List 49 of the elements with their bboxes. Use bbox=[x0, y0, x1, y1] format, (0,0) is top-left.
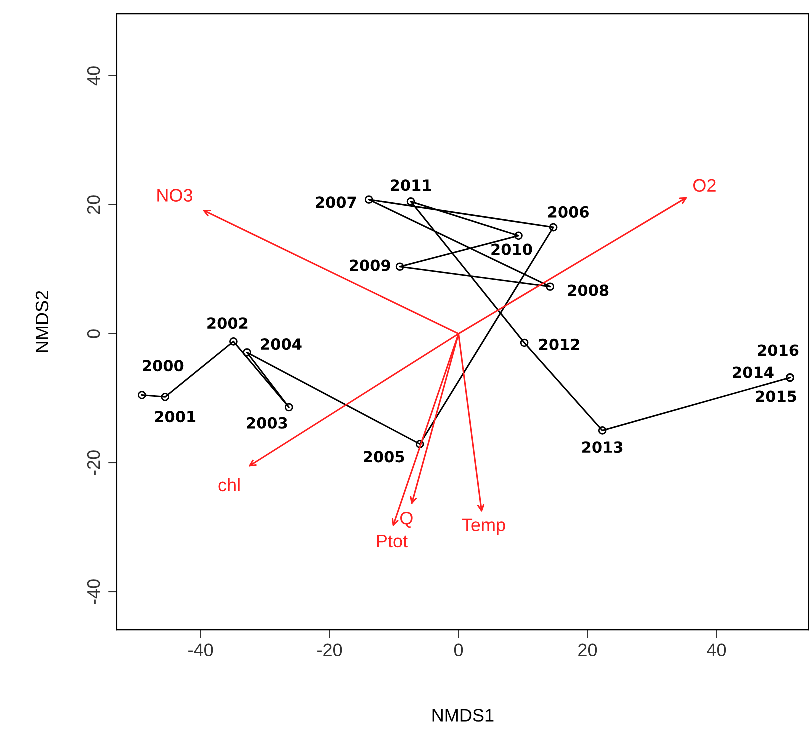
point bbox=[514, 232, 523, 240]
annotation: O2 bbox=[694, 179, 716, 192]
annotation: 2013 bbox=[582, 442, 623, 454]
x-tick-label: 0 bbox=[454, 644, 464, 656]
x-axis-title: NMDS1 bbox=[432, 709, 494, 722]
point bbox=[546, 282, 555, 292]
annotation: NO3 bbox=[158, 189, 193, 202]
annotation: 2015 bbox=[756, 390, 796, 402]
annotation: Q bbox=[400, 512, 413, 528]
point bbox=[416, 440, 424, 448]
point bbox=[138, 391, 146, 400]
x-tick-label: -20 bbox=[318, 644, 342, 656]
annotation: 2003 bbox=[247, 417, 288, 429]
annotation: 2010 bbox=[492, 244, 532, 256]
y-tick-label: 0 bbox=[87, 330, 100, 338]
annotation: 2016 bbox=[758, 344, 799, 356]
annotation: chl bbox=[218, 478, 240, 492]
point bbox=[520, 338, 529, 348]
annotation: 2002 bbox=[208, 318, 248, 330]
point bbox=[549, 223, 558, 232]
annotation: 2000 bbox=[143, 360, 184, 372]
point bbox=[396, 262, 404, 272]
y-axis-title: NMDS2 bbox=[36, 291, 49, 352]
annotation: 2008 bbox=[568, 284, 609, 296]
point bbox=[243, 348, 252, 357]
annotation: 2012 bbox=[539, 338, 580, 350]
point bbox=[230, 338, 238, 346]
annotation: 2005 bbox=[364, 451, 404, 463]
x-tick-label: 40 bbox=[707, 644, 726, 656]
annotation: 2011 bbox=[390, 180, 432, 192]
point bbox=[284, 403, 294, 412]
x-tick-label: 20 bbox=[578, 644, 598, 656]
point bbox=[598, 426, 607, 435]
y-tick-label: -40 bbox=[87, 580, 100, 604]
y-tick-label: 20 bbox=[87, 196, 100, 214]
y-tick-label: 40 bbox=[87, 66, 100, 86]
annotation: Temp bbox=[462, 518, 506, 536]
x-tick-label: -40 bbox=[188, 644, 214, 656]
point bbox=[364, 196, 374, 204]
annotation: 2014 bbox=[733, 366, 774, 378]
annotation: 2009 bbox=[350, 260, 390, 272]
point bbox=[161, 393, 170, 402]
point bbox=[406, 198, 416, 206]
annotation: 2006 bbox=[548, 206, 590, 218]
annotation: Ptot bbox=[377, 535, 408, 548]
y-tick-label: -20 bbox=[87, 450, 100, 476]
annotation: 2007 bbox=[316, 196, 356, 208]
annotation: 2004 bbox=[261, 338, 302, 350]
annotation: 2001 bbox=[155, 411, 196, 423]
